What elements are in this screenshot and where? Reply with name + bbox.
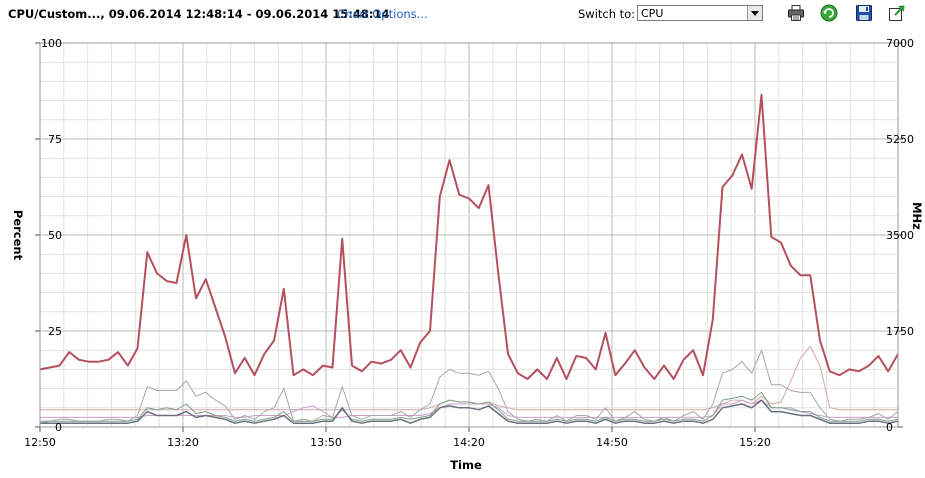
chart-grid xyxy=(40,43,898,427)
x-tick-label: 12:50 xyxy=(24,436,56,449)
chevron-down-icon[interactable] xyxy=(747,6,762,20)
switch-to-select[interactable]: CPU xyxy=(637,5,763,21)
chart-axes: 0 25 50 75 100 0 1750 3500 5250 7000 12:50 13:20 13:… xyxy=(24,37,914,449)
chart-series xyxy=(39,93,899,424)
chart-options-link[interactable]: Chart Options... xyxy=(337,7,428,21)
x-axis-label: Time xyxy=(450,458,482,472)
y2-tick-label: 1750 xyxy=(886,325,914,338)
y-tick-label: 75 xyxy=(48,133,62,146)
y2-axis-label: MHz xyxy=(910,202,924,230)
y-tick-label: 50 xyxy=(48,229,62,242)
x-tick-label: 13:20 xyxy=(167,436,199,449)
y-tick-label: 0 xyxy=(55,421,62,434)
y2-tick-label: 5250 xyxy=(886,133,914,146)
chart-header: CPU/Custom..., 09.06.2014 12:48:14 - 09.… xyxy=(0,0,925,30)
series-line xyxy=(40,399,899,424)
y2-tick-label: 7000 xyxy=(886,37,914,50)
export-icon[interactable] xyxy=(888,4,906,22)
series-line xyxy=(40,399,898,418)
y-tick-label: 100 xyxy=(41,37,62,50)
series-line xyxy=(39,349,899,424)
switch-to-label: Switch to: xyxy=(578,7,636,21)
y2-tick-label: 3500 xyxy=(886,229,914,242)
x-tick-label: 14:20 xyxy=(453,436,485,449)
printer-icon[interactable] xyxy=(787,4,805,22)
save-icon[interactable] xyxy=(855,4,873,22)
refresh-icon[interactable] xyxy=(820,4,838,22)
y-tick-label: 25 xyxy=(48,325,62,338)
chart-title: CPU/Custom..., 09.06.2014 12:48:14 - 09.… xyxy=(8,7,390,21)
y-axis-label: Percent xyxy=(11,210,25,261)
x-tick-label: 13:50 xyxy=(310,436,342,449)
y2-tick-label: 0 xyxy=(886,421,893,434)
x-tick-label: 14:50 xyxy=(596,436,628,449)
switch-to-value: CPU xyxy=(641,7,664,20)
series-line xyxy=(39,93,899,380)
x-tick-label: 15:20 xyxy=(739,436,771,449)
series-line xyxy=(40,391,899,422)
